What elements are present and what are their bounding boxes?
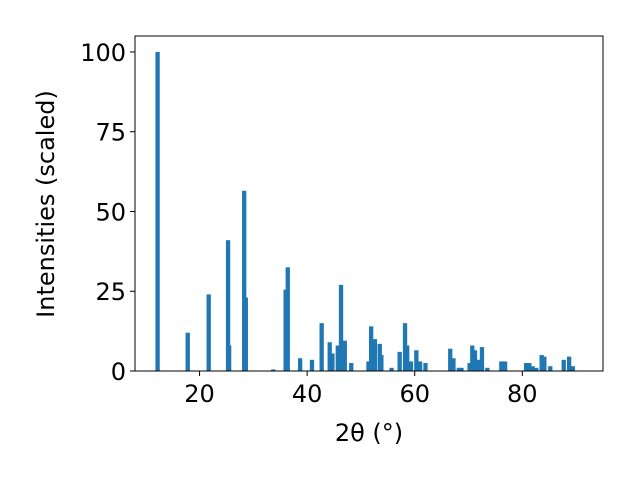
bar [309, 359, 315, 371]
bar [379, 355, 384, 371]
y-axis-ticks: 0 25 50 75 100 [80, 39, 135, 386]
y-tick-label: 100 [80, 39, 126, 67]
bar [319, 323, 324, 371]
bar [479, 347, 485, 371]
y-tick-label: 0 [111, 358, 126, 386]
bar [561, 359, 566, 371]
bar [570, 366, 576, 371]
x-tick-label: 80 [507, 380, 538, 408]
bar [327, 342, 332, 371]
bar [285, 267, 290, 371]
x-axis-ticks: 20 40 60 80 [184, 371, 538, 408]
bar [185, 332, 190, 371]
bar [330, 353, 335, 371]
bar [408, 361, 414, 371]
bar [467, 363, 472, 371]
bar [297, 358, 303, 371]
bar [485, 367, 490, 371]
x-tick-label: 60 [399, 380, 430, 408]
bar [335, 345, 340, 371]
x-tick-label: 20 [184, 380, 215, 408]
bar [472, 350, 478, 371]
bar [499, 361, 504, 371]
bar [470, 345, 475, 371]
y-axis-label: Intensities (scaled) [32, 90, 60, 318]
bar [242, 190, 247, 371]
bar [225, 240, 231, 371]
bar [366, 361, 371, 371]
bar [527, 363, 532, 371]
bar [349, 363, 354, 371]
bar [566, 356, 572, 371]
bar [542, 356, 547, 371]
bar [548, 366, 553, 371]
bar [369, 326, 374, 371]
x-axis-label: 2θ (°) [335, 419, 403, 447]
bar [459, 367, 464, 371]
plot-frame [134, 35, 604, 372]
bar [539, 355, 544, 371]
y-tick-label: 50 [95, 198, 126, 226]
bars-group [155, 51, 576, 371]
y-tick-label: 25 [95, 278, 126, 306]
bar [342, 340, 347, 371]
bar [534, 367, 539, 371]
bar [448, 348, 453, 371]
bar [405, 345, 410, 371]
bar [456, 367, 461, 371]
bar [451, 358, 456, 371]
bar [530, 366, 535, 371]
bar [271, 369, 276, 371]
bar [206, 294, 211, 371]
bar [243, 297, 248, 371]
bar [414, 350, 419, 371]
y-tick-label: 75 [95, 119, 126, 147]
x-tick-label: 40 [292, 380, 323, 408]
bar [338, 284, 344, 371]
bar [476, 359, 481, 371]
bar [226, 345, 232, 371]
bar [417, 361, 423, 371]
bar [423, 363, 428, 371]
bar [372, 339, 378, 371]
bar [389, 367, 394, 371]
bar [155, 51, 160, 371]
bar [523, 363, 529, 371]
bar [397, 351, 402, 371]
bar [502, 361, 508, 371]
